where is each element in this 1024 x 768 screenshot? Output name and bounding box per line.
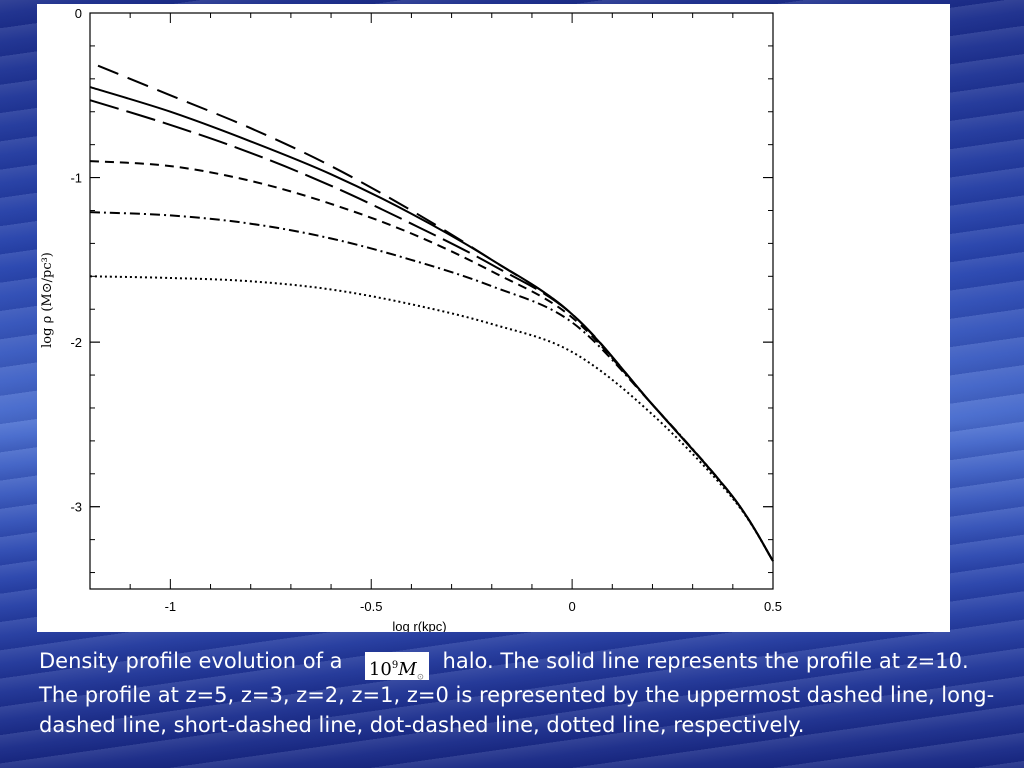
series-line-dotted: [89, 275, 774, 562]
y-tick-label: -2: [70, 335, 82, 350]
y-tick-label: 0: [75, 6, 82, 21]
x-tick-label: 0: [569, 599, 576, 614]
mass-symbol: M: [398, 659, 417, 680]
plot-panel: -1 -0.5 0 0.5 0 -1 -2 -3 log r(kpc) log ρ (M⊙/pc³…: [37, 4, 950, 632]
caption-before: Density profile evolution of a: [39, 649, 343, 673]
y-tick-label: -3: [70, 500, 82, 515]
series-line-short-dashed: [89, 160, 774, 562]
mass-exponent: 9: [391, 660, 399, 671]
y-axis-label: log ρ (M⊙/pc³): [40, 252, 55, 348]
x-tick-label: -0.5: [360, 599, 382, 614]
series-line-solid: [89, 86, 774, 562]
y-tick-label: -1: [70, 171, 82, 186]
series-line-long-dashed: [89, 99, 774, 562]
mass-mantissa: 10: [368, 659, 392, 680]
mass-subscript: ⊙: [416, 672, 425, 683]
series-line-dashed: [97, 64, 774, 562]
mass-formula-box: 109M⊙: [364, 652, 429, 683]
series-line-dot-dashed: [89, 211, 774, 562]
density-profile-chart: -1 -0.5 0 0.5 0 -1 -2 -3 log r(kpc) log ρ (M⊙/pc³…: [40, 6, 782, 632]
x-axis-label: log r(kpc): [392, 619, 446, 632]
x-tick-label: 0.5: [764, 599, 782, 614]
plot-frame: [89, 12, 774, 590]
slide-caption: Density profile evolution of a 109M⊙halo.…: [39, 646, 999, 740]
x-tick-label: -1: [165, 599, 177, 614]
caption-after: halo. The solid line represents the prof…: [39, 649, 995, 737]
